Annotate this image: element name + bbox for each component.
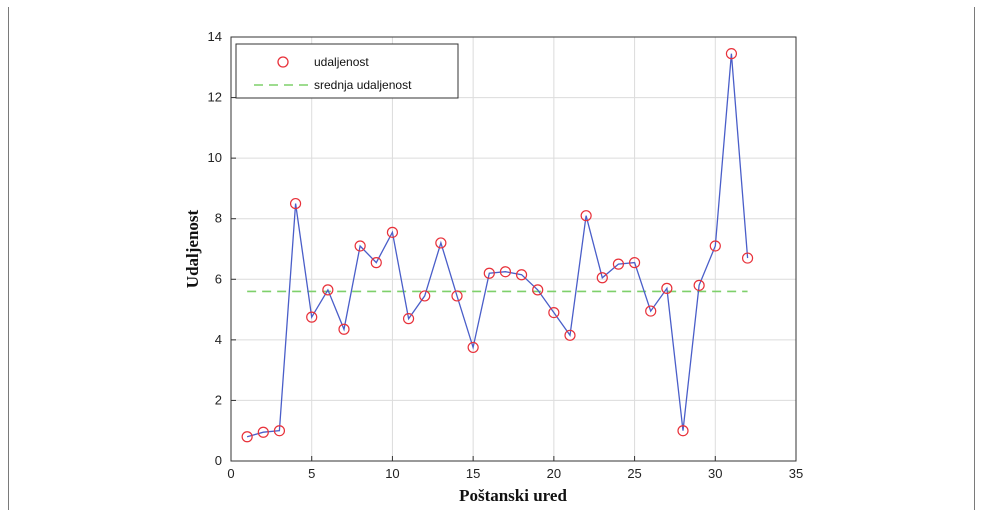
data-point-udaljenost xyxy=(515,269,528,281)
x-tick-label: 10 xyxy=(385,466,399,481)
data-point-udaljenost xyxy=(338,323,350,335)
legend-label-srednja: srednja udaljenost xyxy=(314,78,412,92)
data-point-udaljenost xyxy=(709,240,721,252)
data-point-udaljenost xyxy=(548,307,560,319)
data-point-udaljenost xyxy=(532,284,544,296)
y-tick-label: 0 xyxy=(215,453,222,468)
data-point-udaljenost xyxy=(257,426,269,438)
figure-frame xyxy=(8,7,975,510)
series-layer xyxy=(241,48,754,443)
legend-label-udaljenost: udaljenost xyxy=(314,55,369,69)
y-axis-title: Udaljenost xyxy=(183,209,202,288)
data-point-udaljenost xyxy=(628,257,641,269)
data-point-udaljenost xyxy=(741,252,754,264)
data-point-udaljenost xyxy=(693,279,705,291)
x-tick-label: 0 xyxy=(227,466,234,481)
data-point-udaljenost xyxy=(273,425,286,437)
data-point-udaljenost xyxy=(499,266,512,278)
plot-area xyxy=(231,37,796,461)
data-point-udaljenost xyxy=(419,290,431,302)
y-tick-label: 10 xyxy=(208,150,222,165)
data-point-udaljenost xyxy=(354,240,366,252)
data-point-udaljenost xyxy=(322,284,334,296)
x-tick-label: 25 xyxy=(627,466,641,481)
data-point-udaljenost xyxy=(289,197,302,210)
x-tick-label: 30 xyxy=(708,466,722,481)
y-tick-label: 6 xyxy=(215,271,222,286)
data-point-udaljenost xyxy=(580,210,592,222)
data-point-udaljenost xyxy=(661,282,673,294)
data-point-udaljenost xyxy=(306,311,318,323)
y-tick-label: 14 xyxy=(208,29,222,44)
x-tick-label: 35 xyxy=(789,466,803,481)
ticks: 0 5 10 15 20 25 30 35 0 2 4 6 8 10 12 14 xyxy=(208,29,804,481)
x-tick-label: 15 xyxy=(466,466,480,481)
data-point-udaljenost xyxy=(467,341,479,354)
legend-box xyxy=(235,43,459,99)
data-point-udaljenost xyxy=(435,237,447,249)
y-tick-label: 8 xyxy=(215,211,222,226)
x-tick-label: 5 xyxy=(308,466,315,481)
data-point-udaljenost xyxy=(483,267,495,279)
data-point-udaljenost xyxy=(645,305,657,317)
x-axis-title: Poštanski ured xyxy=(459,486,567,505)
data-point-udaljenost xyxy=(386,226,399,238)
x-tick-label: 20 xyxy=(547,466,561,481)
y-tick-label: 4 xyxy=(215,332,222,347)
data-point-udaljenost xyxy=(725,48,738,60)
data-point-udaljenost xyxy=(564,329,576,341)
data-point-udaljenost xyxy=(402,313,415,325)
data-point-udaljenost xyxy=(241,431,253,443)
legend-marker-udaljenost xyxy=(277,56,289,68)
plot-border xyxy=(230,36,797,462)
legend: udaljenost srednja udaljenost xyxy=(235,43,459,99)
data-point-udaljenost xyxy=(612,258,625,270)
y-tick-label: 2 xyxy=(215,392,222,407)
data-point-udaljenost xyxy=(677,425,689,437)
y-tick-label: 12 xyxy=(208,90,222,105)
data-point-udaljenost xyxy=(596,272,608,284)
data-point-udaljenost xyxy=(370,257,382,269)
data-point-udaljenost xyxy=(451,290,463,302)
